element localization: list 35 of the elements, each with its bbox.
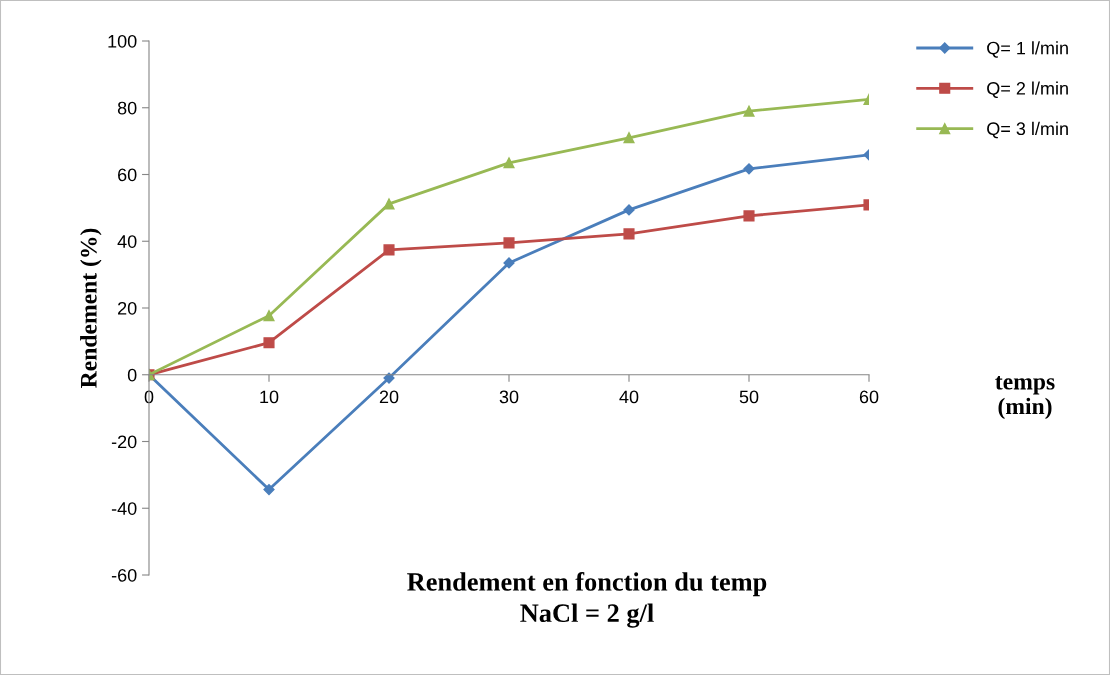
point — [263, 337, 275, 349]
x-tick-label: 10 — [260, 390, 279, 404]
point — [383, 244, 395, 256]
y-tick-label: 60 — [118, 168, 137, 182]
y-tick-label: 80 — [117, 101, 137, 115]
y-tick-label: -60 — [111, 568, 137, 582]
text: Rendement en fonction du temp NaCl = 2 g/l — [407, 572, 767, 628]
point — [623, 228, 635, 240]
x-tick-label: 0 — [144, 390, 154, 404]
y-tick-label: 40 — [117, 235, 137, 248]
point — [503, 237, 515, 249]
point — [623, 204, 635, 216]
x-tick-label: 40 — [619, 390, 639, 404]
y-tick-label: -40 — [111, 502, 137, 515]
y-tick-label: -20 — [111, 435, 137, 449]
legend-label: Q= 1 l/min — [987, 41, 1068, 58]
point — [263, 310, 275, 322]
x-tick-label: 30 — [499, 390, 519, 404]
x-tick-label: 60 — [859, 390, 879, 404]
y-axis-title: Rendement (%) — [80, 228, 102, 388]
point — [263, 483, 275, 496]
y-tick-label: 20 — [118, 301, 137, 315]
point — [743, 210, 755, 222]
point — [743, 163, 755, 175]
y-tick-label: 100 — [108, 34, 137, 48]
x-tick-label: 20 — [379, 390, 399, 404]
point — [743, 105, 755, 117]
point — [623, 132, 635, 144]
x-axis-title: temps (min) — [995, 376, 1055, 420]
point — [503, 157, 515, 169]
x-tick-label: 50 — [739, 390, 759, 404]
point — [383, 198, 395, 210]
legend-label: Q= 3 l/min — [987, 121, 1068, 139]
y-tick-label: 0 — [127, 368, 137, 382]
legend-label: Q= 2 l/min — [987, 81, 1068, 99]
